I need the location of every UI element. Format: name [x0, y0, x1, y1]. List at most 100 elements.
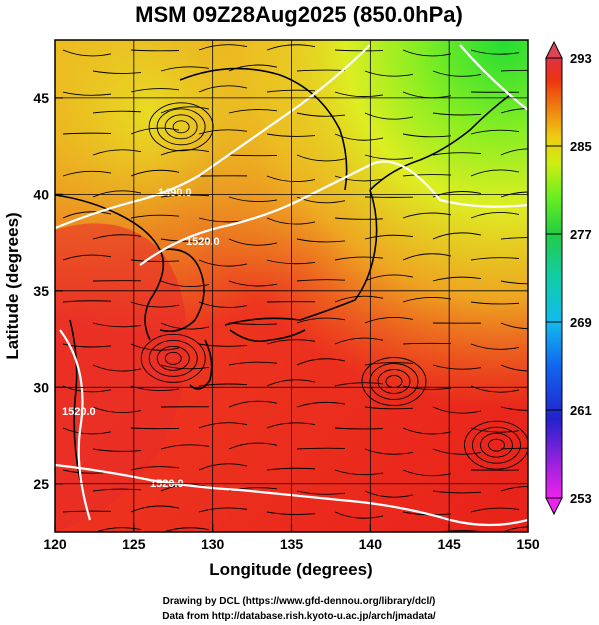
streamline-128	[198, 422, 248, 429]
streamline-55	[500, 191, 528, 198]
coastline-russia	[179, 67, 348, 191]
streamline-69	[500, 237, 528, 240]
streamline-101	[266, 339, 316, 345]
streamline-154	[62, 510, 112, 513]
streamline-40	[432, 152, 482, 156]
y-tick-label-40: 40	[33, 186, 49, 202]
y-axis-ticks: 25 30 35 40 45	[33, 90, 63, 492]
streamline-91	[92, 322, 142, 328]
y-tick-label-25: 25	[33, 476, 49, 492]
streamline-88	[334, 295, 384, 303]
streamline-76	[470, 257, 520, 261]
streamline-110	[432, 364, 482, 370]
streamline-99	[130, 343, 180, 351]
streamline-65	[228, 238, 278, 246]
streamline-42	[62, 170, 112, 177]
streamline-57	[130, 214, 180, 219]
x-tick-label-125: 125	[122, 536, 146, 552]
streamline-86	[198, 301, 248, 308]
streamline-35	[92, 149, 142, 156]
streamline-66	[296, 238, 346, 243]
streamline-164	[297, 533, 345, 539]
streamline-15	[130, 88, 180, 93]
y-tick-label-45: 45	[33, 90, 49, 106]
contour-1490	[55, 44, 371, 230]
streamline-166	[436, 530, 482, 532]
coastline-shikoku	[229, 329, 306, 343]
streamline-34	[470, 129, 520, 135]
contour-1520-west	[59, 329, 92, 521]
y-tick-label-30: 30	[33, 379, 49, 395]
vortex-3-ring-1	[488, 438, 505, 452]
streamline-145	[402, 469, 452, 477]
streamline-92	[160, 322, 210, 330]
streamline-12	[432, 70, 482, 77]
streamline-72	[198, 259, 248, 267]
streamline-36	[160, 149, 210, 156]
streamline-56	[62, 211, 112, 219]
colorbar-label-285: 285	[570, 139, 592, 154]
streamline-104	[470, 343, 520, 350]
streamline-141	[130, 466, 180, 471]
streamline-143	[266, 467, 316, 471]
streamline-108	[296, 358, 346, 366]
colorbar-label-293: 293	[570, 51, 592, 66]
streamline-27	[500, 108, 528, 114]
streamline-63	[92, 234, 142, 240]
streamline-80	[296, 279, 346, 282]
streamline-16	[198, 85, 248, 93]
y-axis-label: Latitude (degrees)	[3, 212, 22, 359]
x-tick-label-135: 135	[280, 536, 304, 552]
streamline-49	[92, 190, 142, 198]
x-tick-label-120: 120	[43, 536, 67, 552]
vortex-2-ring-2	[377, 369, 411, 394]
streamline-139	[500, 447, 528, 450]
colorbar-label-277: 277	[570, 227, 592, 242]
colorbar-bottom-arrow	[545, 497, 563, 516]
contour-1520-south	[55, 463, 528, 527]
contour-label-1490: 1490.0	[158, 187, 192, 199]
streamline-14	[62, 91, 112, 96]
streamline-2	[198, 44, 248, 51]
streamline-79	[228, 280, 278, 287]
streamline-59	[266, 217, 316, 225]
streamline-98	[62, 343, 112, 348]
streamline-17	[266, 89, 316, 93]
streamline-147	[92, 488, 142, 492]
vortex-1-ring-1	[164, 351, 182, 365]
streamline-102	[334, 337, 384, 345]
streamline-159	[402, 511, 452, 516]
colorbar-ticks: 293 285 277 269 261 253	[546, 51, 592, 506]
streamline-133	[92, 448, 142, 452]
streamline-45	[266, 175, 316, 183]
credit-drawing: Drawing by DCL (https://www.gfd-dennou.o…	[163, 596, 436, 607]
streamline-150	[296, 490, 346, 495]
streamline-23	[228, 109, 278, 114]
map-grid	[55, 40, 528, 532]
vortex-1-ring-2	[156, 345, 190, 371]
contour-label-1520-a: 1520.0	[186, 236, 220, 248]
streamline-74	[334, 256, 384, 261]
map-plot-area: 1490.0 1520.0 1520.0 1520.0	[55, 40, 528, 539]
streamline-124	[432, 406, 482, 414]
coastline-honshu	[224, 189, 378, 326]
streamline-158	[334, 511, 384, 519]
streamline-111	[500, 364, 528, 372]
streamline-43	[130, 169, 180, 177]
streamline-134	[160, 444, 210, 450]
streamline-47	[402, 174, 452, 177]
streamline-21	[92, 110, 142, 114]
streamline-0	[62, 49, 112, 57]
x-tick-label-150: 150	[516, 536, 540, 552]
x-tick-label-140: 140	[359, 536, 383, 552]
streamline-32	[334, 133, 384, 141]
streamline-119	[92, 406, 142, 413]
streamline-125	[500, 406, 528, 411]
vortex-3-ring-4	[464, 420, 528, 470]
x-axis-ticks: 120 125 130 135 140 145 150	[43, 524, 540, 552]
vortex-0-ring-1	[172, 120, 190, 134]
streamline-70	[62, 254, 112, 261]
streamline-41	[500, 148, 528, 156]
streamline-3	[266, 44, 316, 51]
streamline-4	[334, 49, 384, 52]
